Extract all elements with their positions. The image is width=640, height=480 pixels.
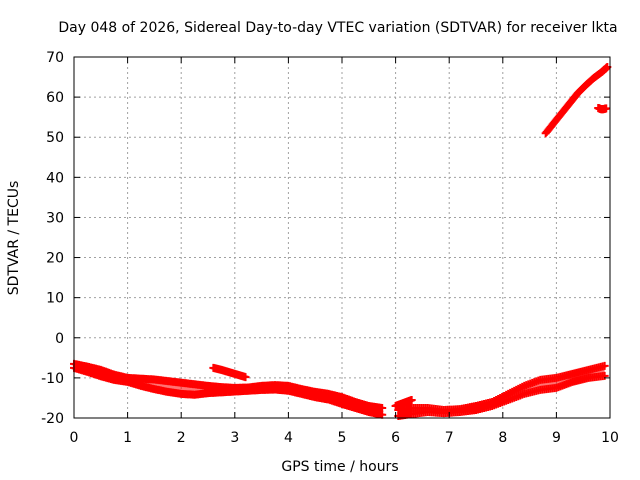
- y-axis-label: SDTVAR / TECUs: [6, 181, 22, 296]
- y-tick-label: 30: [46, 210, 64, 226]
- y-tick-label: -20: [41, 411, 64, 427]
- x-tick-label: 4: [284, 430, 293, 446]
- y-tick-label: 10: [46, 291, 64, 307]
- band-main-band-upper: [74, 363, 383, 415]
- x-tick-label: 2: [177, 430, 186, 446]
- x-tick-label: 10: [601, 430, 619, 446]
- grid-lines: [74, 57, 610, 418]
- y-tick-label: 0: [55, 331, 64, 347]
- data-points: [70, 63, 612, 420]
- series-rising-arc: [541, 63, 612, 138]
- x-tick-label: 7: [445, 430, 454, 446]
- data-point: [407, 395, 416, 404]
- y-tick-label: -10: [41, 371, 64, 387]
- chart-title: Day 048 of 2026, Sidereal Day-to-day VTE…: [58, 20, 617, 36]
- series-segment-6.0-6.3: [391, 395, 416, 410]
- x-tick-label: 6: [391, 430, 400, 446]
- x-tick-label: 3: [230, 430, 239, 446]
- x-tick-label: 8: [498, 430, 507, 446]
- x-tick-label: 0: [70, 430, 79, 446]
- y-tick-label: 70: [46, 50, 64, 66]
- y-tick-label: 60: [46, 90, 64, 106]
- y-tick-label: 40: [46, 170, 64, 186]
- series-segment-2.6-3.2: [209, 363, 250, 382]
- x-tick-label: 1: [123, 430, 132, 446]
- x-tick-label: 5: [338, 430, 347, 446]
- y-tick-label: 50: [46, 130, 64, 146]
- axis-ticks: 0 1 2 3 4 5 6 7 8 9 10 -20 -10 0 10 20 30 40 50 60 70: [41, 50, 619, 446]
- data-point: [241, 373, 250, 382]
- x-axis-label: GPS time / hours: [281, 459, 398, 475]
- band-afternoon-upper: [398, 365, 605, 416]
- x-tick-label: 9: [552, 430, 561, 446]
- y-tick-label: 20: [46, 251, 64, 267]
- series-segment-9.8: [594, 103, 611, 114]
- data-point: [602, 104, 611, 113]
